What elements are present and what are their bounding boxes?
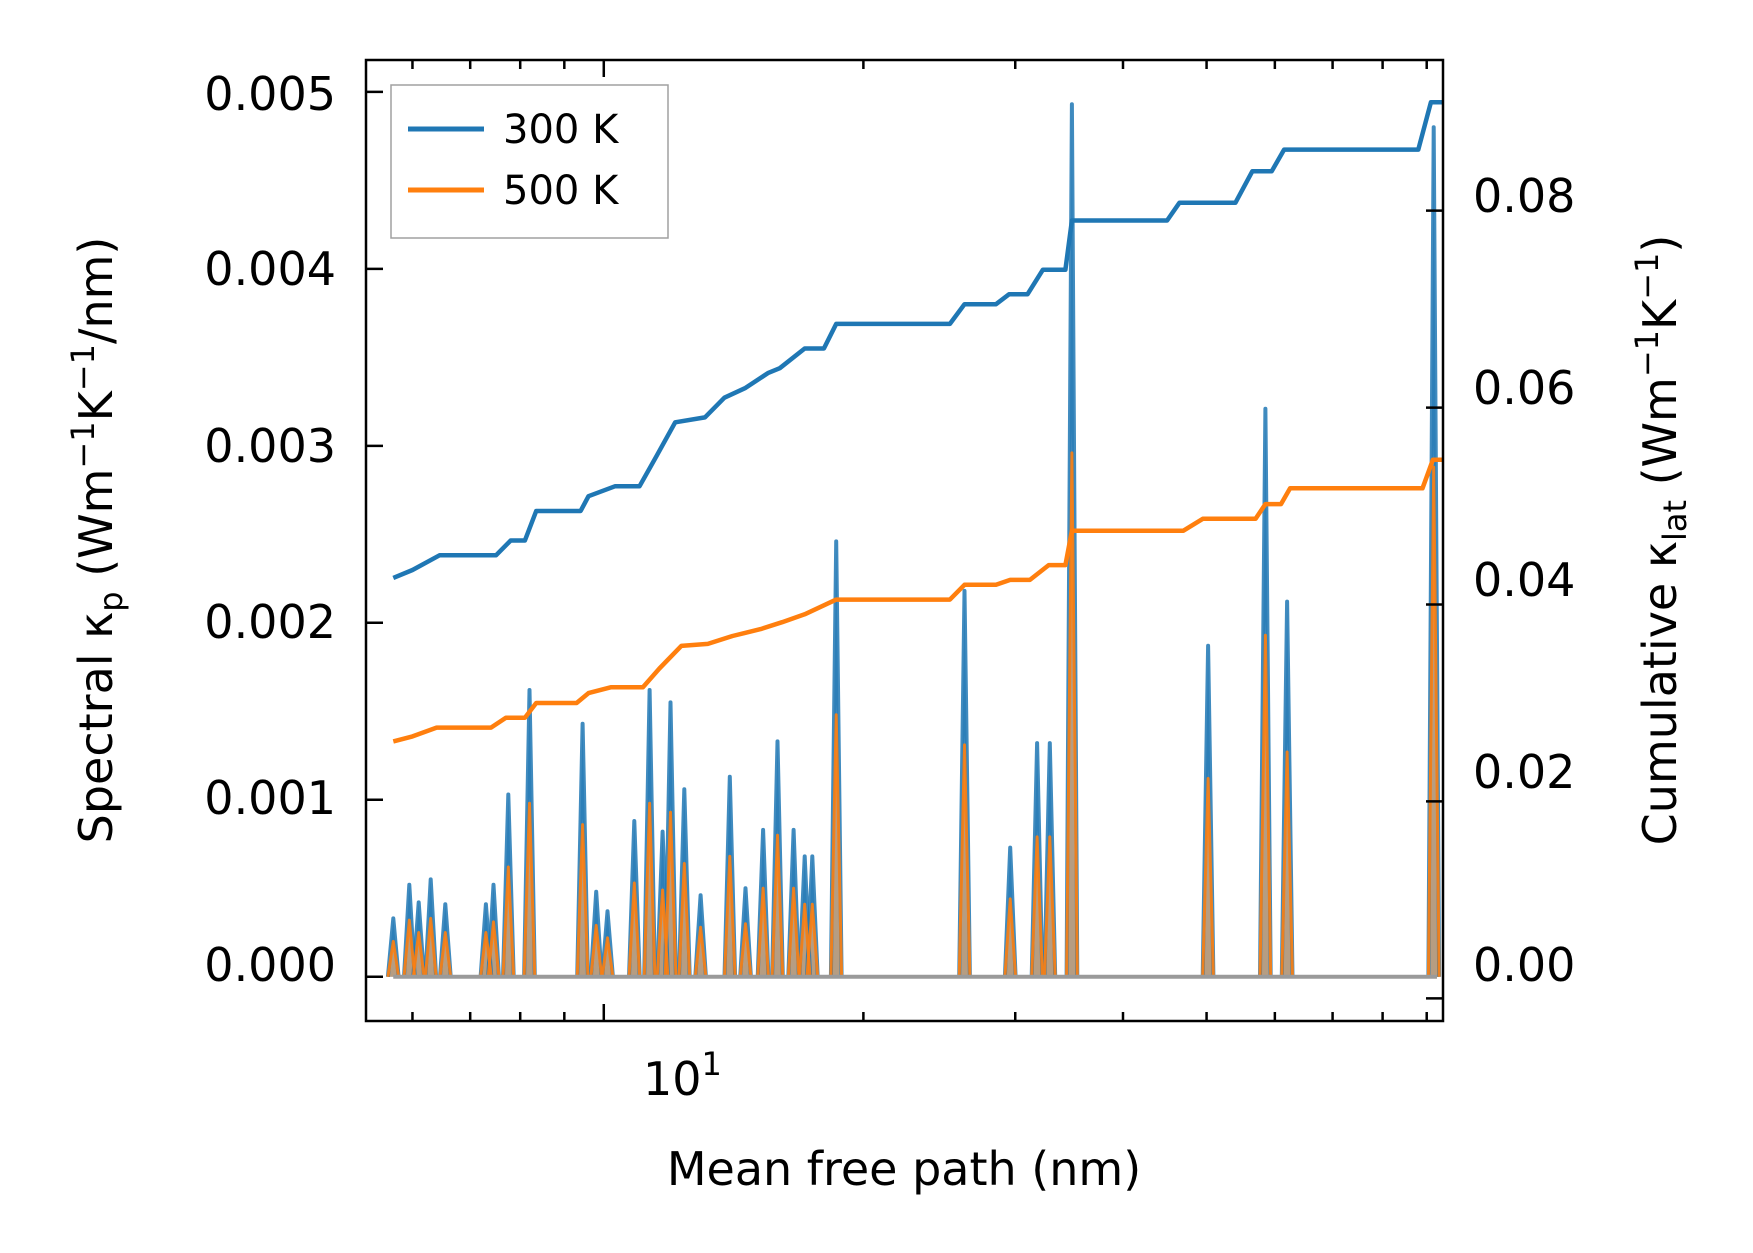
spectral-peak-500k — [663, 810, 678, 977]
spectral-peak-500k — [1003, 897, 1018, 977]
right-y-axis-label: Cumulative κlat (Wm−1K−1) — [1628, 235, 1694, 846]
spectral-peak-500k — [501, 865, 516, 977]
left-y-tick-label: 0.002 — [204, 595, 336, 649]
spectral-peak-500k — [738, 922, 753, 977]
x-tick-base: 10 — [643, 1052, 702, 1106]
spectral-peak-500k — [486, 920, 501, 977]
spectral-peak-500k — [693, 925, 708, 977]
spectral-peak-500k — [438, 931, 453, 977]
left-y-axis-label: Spectral κp (Wm−1K−1/nm) — [64, 237, 130, 844]
left-y-tick-label: 0.005 — [204, 67, 336, 121]
spectral-peak-500k — [627, 881, 642, 977]
spectral-peak-500k — [423, 916, 438, 977]
spectral-peak-500k — [411, 931, 426, 977]
right-y-label-unit-open: (Wm — [1633, 377, 1687, 500]
right-y-label-unit-mid: K — [1633, 298, 1687, 330]
x-tick-exponent: 1 — [702, 1045, 722, 1083]
right-y-label-unit-close: ) — [1633, 235, 1687, 253]
spectral-peak-500k — [1201, 777, 1215, 977]
spectral-peak-500k — [589, 923, 604, 977]
plot-frame — [364, 58, 1445, 1023]
left-y-label-sup2: −1 — [64, 344, 102, 391]
left-y-label-text: Spectral κ — [69, 612, 123, 844]
right-y-label-sub: lat — [1656, 500, 1694, 541]
axis-ticks — [366, 60, 1443, 1021]
spectral-peak-500k — [386, 939, 401, 978]
right-y-tick-label: 0.04 — [1473, 553, 1575, 607]
spectral-peak-500k — [1043, 835, 1057, 977]
spectral-peak-500k — [805, 902, 820, 977]
spectral-peak-500k — [1258, 633, 1273, 977]
x-axis-label: Mean free path (nm) — [667, 1142, 1141, 1196]
left-y-tick-label: 0.004 — [204, 242, 336, 296]
spectral-peak-500k — [402, 918, 417, 977]
right-y-tick-label: 0.08 — [1473, 169, 1575, 223]
x-tick-label: 101 — [643, 1045, 722, 1106]
left-y-label-unit-close: /nm) — [69, 237, 123, 344]
spectral-peak-500k — [1426, 465, 1441, 977]
spectral-lines — [385, 102, 1442, 979]
spectral-peak-500k — [723, 854, 737, 977]
spectral-peak-500k — [770, 833, 785, 977]
spectral-peak-500k — [642, 801, 657, 977]
left-y-tick-label: 0.000 — [204, 938, 336, 992]
spectral-peak-500k — [786, 886, 801, 977]
cumulative-line-500k — [392, 457, 1443, 744]
right-y-label-sup1: −1 — [1628, 330, 1666, 377]
legend-label-500k: 500 K — [503, 168, 620, 214]
spectral-peak-500k — [1030, 835, 1044, 977]
left-y-tick-label: 0.001 — [204, 771, 336, 825]
spectral-peak-500k — [600, 936, 615, 978]
legend: 300 K 500 K — [390, 84, 669, 239]
right-y-tick-labels: 0.00 0.02 0.04 0.06 0.08 — [1473, 169, 1575, 992]
cumulative-line-300k — [392, 100, 1443, 580]
spectral-peak-500k — [829, 713, 844, 977]
cumulative-lines — [392, 100, 1443, 744]
left-y-label-unit-mid: K — [69, 389, 123, 421]
legend-box — [390, 84, 669, 239]
spectral-peak-500k — [1280, 750, 1294, 977]
right-y-tick-label: 0.06 — [1473, 361, 1575, 415]
left-y-label-sup1: −1 — [64, 421, 102, 468]
spectral-peak-500k — [1065, 451, 1079, 977]
spectral-peak-500k — [522, 801, 537, 977]
left-y-tick-label: 0.003 — [204, 419, 336, 473]
spectral-peak-500k — [575, 823, 590, 977]
spectral-peak-500k — [756, 886, 770, 977]
right-y-label-sup2: −1 — [1628, 253, 1666, 300]
left-y-label-sub: p — [92, 591, 130, 611]
right-y-tick-label: 0.02 — [1473, 745, 1575, 799]
left-y-tick-labels: 0.000 0.001 0.002 0.003 0.004 0.005 — [204, 67, 336, 992]
right-y-tick-label: 0.00 — [1473, 938, 1575, 992]
spectral-peak-500k — [677, 862, 692, 977]
legend-label-300k: 300 K — [503, 107, 620, 153]
left-y-label-unit-open: (Wm — [69, 469, 123, 592]
right-y-label-text: Cumulative κ — [1633, 541, 1687, 845]
spectral-peak-500k — [957, 743, 972, 977]
